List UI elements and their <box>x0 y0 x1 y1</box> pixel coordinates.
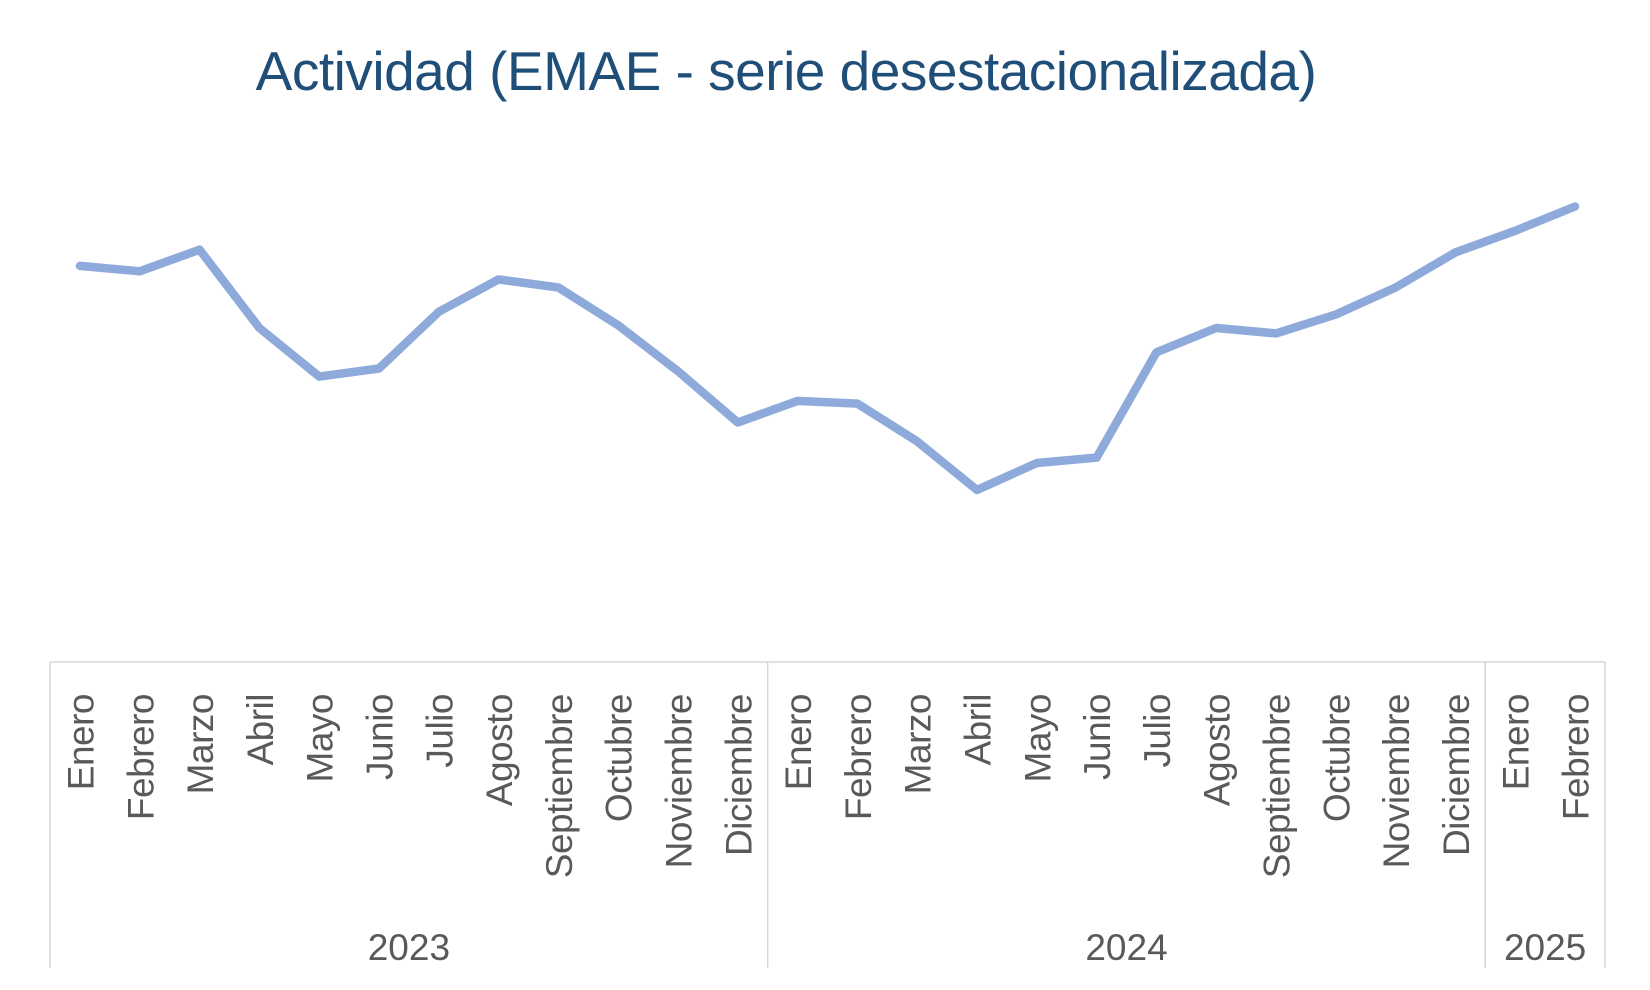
month-label: Diciembre <box>1436 694 1477 856</box>
month-label: Noviembre <box>1376 694 1417 868</box>
month-label: Mayo <box>1017 694 1058 782</box>
month-label: Febrero <box>120 694 161 820</box>
month-label: Marzo <box>898 694 939 794</box>
month-label: Septiembre <box>539 694 580 878</box>
month-label: Agosto <box>479 694 520 806</box>
year-label: 2025 <box>1504 927 1586 968</box>
emae-line <box>75 202 1580 495</box>
month-label: Junio <box>360 694 401 780</box>
month-label: Abril <box>958 694 999 766</box>
month-label: Enero <box>778 694 819 790</box>
month-label: Octubre <box>1316 694 1357 822</box>
category-axis: Enero Febrero Marzo Abril Mayo Junio Julio Agos… <box>49 661 1606 968</box>
chart-title: Actividad (EMAE - serie desestacionaliza… <box>255 40 1317 102</box>
month-label: Mayo <box>300 694 341 782</box>
year-label: 2023 <box>368 927 450 968</box>
year-label: 2024 <box>1085 927 1167 968</box>
month-label: Septiembre <box>1257 694 1298 878</box>
month-label: Febrero <box>1556 694 1597 820</box>
month-label: Noviembre <box>659 694 700 868</box>
month-label: Julio <box>419 694 460 768</box>
month-label: Enero <box>1496 694 1537 790</box>
month-label: Abril <box>240 694 281 766</box>
month-label: Enero <box>61 694 102 790</box>
emae-line-series <box>75 202 1580 495</box>
month-label: Julio <box>1137 694 1178 768</box>
month-label: Junio <box>1077 694 1118 780</box>
month-label: Marzo <box>180 694 221 794</box>
month-label: Octubre <box>599 694 640 822</box>
month-label: Diciembre <box>718 694 759 856</box>
month-label: Agosto <box>1197 694 1238 806</box>
month-label: Febrero <box>838 694 879 820</box>
